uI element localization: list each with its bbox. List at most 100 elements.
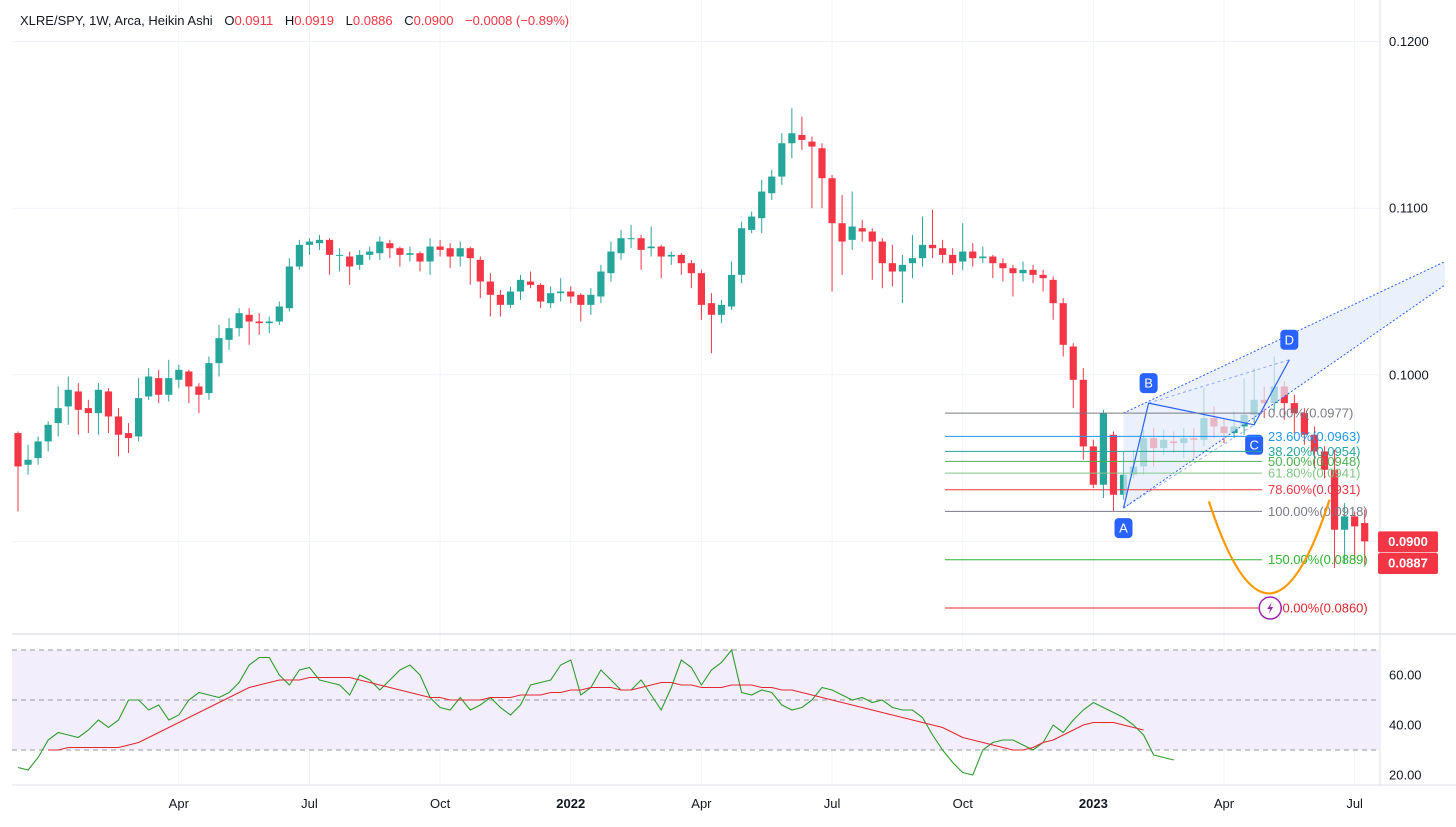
candle-body[interactable] xyxy=(979,256,987,259)
candle-body[interactable] xyxy=(114,416,123,435)
candle-body[interactable] xyxy=(506,291,515,305)
candle-body[interactable] xyxy=(145,376,153,397)
candle-body[interactable] xyxy=(1341,516,1349,530)
candle-body[interactable] xyxy=(778,143,786,177)
candle-body[interactable] xyxy=(627,238,635,240)
candle-body[interactable] xyxy=(1039,274,1047,279)
candle-body[interactable] xyxy=(758,191,766,219)
candle-body[interactable] xyxy=(436,246,444,250)
candle-body[interactable] xyxy=(1019,269,1027,274)
abcd-path[interactable] xyxy=(1122,359,1290,509)
candle-body[interactable] xyxy=(1330,469,1339,530)
candle-body[interactable] xyxy=(677,254,685,264)
candle-body[interactable] xyxy=(999,263,1007,269)
candles[interactable] xyxy=(14,108,1369,569)
candle-body[interactable] xyxy=(657,246,665,257)
candle-body[interactable] xyxy=(1089,446,1097,485)
candle-body[interactable] xyxy=(687,263,695,274)
candle-body[interactable] xyxy=(426,246,434,262)
candle-body[interactable] xyxy=(738,228,746,275)
candle-body[interactable] xyxy=(637,238,645,250)
candle-body[interactable] xyxy=(406,253,414,255)
candle-body[interactable] xyxy=(265,321,273,324)
candle-body[interactable] xyxy=(838,223,846,242)
abcd-point-a[interactable]: A xyxy=(1114,518,1133,539)
candle-body[interactable] xyxy=(1059,303,1067,345)
candle-body[interactable] xyxy=(34,441,42,459)
candle-body[interactable] xyxy=(94,389,102,414)
candle-body[interactable] xyxy=(808,141,816,147)
candle-body[interactable] xyxy=(44,424,52,442)
candle-body[interactable] xyxy=(486,281,494,295)
candle-body[interactable] xyxy=(315,239,324,244)
candle-body[interactable] xyxy=(567,291,575,297)
abcd-point-d[interactable]: D xyxy=(1280,329,1299,350)
candle-body[interactable] xyxy=(1009,268,1017,274)
candle-body[interactable] xyxy=(1361,523,1369,542)
candle-body[interactable] xyxy=(707,303,716,315)
candle-body[interactable] xyxy=(768,176,776,194)
candle-body[interactable] xyxy=(969,251,977,259)
candle-body[interactable] xyxy=(54,408,62,424)
candle-body[interactable] xyxy=(788,133,796,144)
candle-body[interactable] xyxy=(939,248,947,255)
candle-body[interactable] xyxy=(215,338,223,364)
candle-body[interactable] xyxy=(858,228,866,232)
candle-body[interactable] xyxy=(647,246,655,249)
candle-body[interactable] xyxy=(1310,434,1319,452)
candle-body[interactable] xyxy=(928,244,937,249)
candle-body[interactable] xyxy=(587,294,595,305)
candle-body[interactable] xyxy=(878,241,886,264)
candle-body[interactable] xyxy=(1109,434,1118,495)
candle-body[interactable] xyxy=(305,241,314,245)
candle-body[interactable] xyxy=(949,254,957,264)
candle-body[interactable] xyxy=(848,226,856,240)
candle-body[interactable] xyxy=(888,263,896,272)
candle-body[interactable] xyxy=(346,256,354,267)
candle-body[interactable] xyxy=(597,271,605,297)
candle-body[interactable] xyxy=(64,389,72,407)
candle-body[interactable] xyxy=(285,266,293,309)
candle-body[interactable] xyxy=(104,391,113,417)
candle-body[interactable] xyxy=(868,231,876,242)
abcd-point-c[interactable]: C xyxy=(1245,434,1264,455)
candle-body[interactable] xyxy=(165,378,173,395)
candle-body[interactable] xyxy=(1029,269,1037,275)
candle-body[interactable] xyxy=(1320,451,1329,470)
abcd-pattern[interactable]: A B C D xyxy=(1114,261,1446,539)
fib-extension[interactable]: 0.00%(0.0977) 23.60%(0.0963)38.20%(0.0954… xyxy=(945,406,1368,616)
candle-body[interactable] xyxy=(376,241,384,254)
candle-body[interactable] xyxy=(225,328,233,340)
candle-body[interactable] xyxy=(466,248,474,259)
candle-body[interactable] xyxy=(748,216,756,230)
rsi-line[interactable] xyxy=(17,648,1174,776)
candle-body[interactable] xyxy=(1351,516,1359,527)
candle-body[interactable] xyxy=(908,258,917,264)
lower-trendline[interactable] xyxy=(1123,284,1446,509)
candle-body[interactable] xyxy=(185,371,193,387)
candle-body[interactable] xyxy=(275,306,283,322)
candle-body[interactable] xyxy=(526,281,535,285)
candle-body[interactable] xyxy=(84,408,92,414)
candle-body[interactable] xyxy=(989,256,997,264)
candle-body[interactable] xyxy=(476,259,484,282)
candle-body[interactable] xyxy=(537,284,545,302)
candle-body[interactable] xyxy=(496,294,504,305)
candle-body[interactable] xyxy=(918,244,927,259)
candle-body[interactable] xyxy=(557,291,565,294)
candle-body[interactable] xyxy=(235,313,243,329)
candle-body[interactable] xyxy=(898,264,906,272)
candle-body[interactable] xyxy=(1300,413,1308,435)
candle-body[interactable] xyxy=(336,254,344,256)
rsi-pane[interactable] xyxy=(12,648,1380,776)
candle-body[interactable] xyxy=(195,386,203,395)
candle-body[interactable] xyxy=(516,279,525,292)
candle-body[interactable] xyxy=(828,178,836,224)
candle-body[interactable] xyxy=(366,251,374,255)
rsi-ma-line[interactable] xyxy=(48,676,1144,751)
candle-body[interactable] xyxy=(155,378,163,395)
candle-body[interactable] xyxy=(959,251,967,262)
candle-body[interactable] xyxy=(356,254,364,265)
candle-body[interactable] xyxy=(1049,279,1057,304)
